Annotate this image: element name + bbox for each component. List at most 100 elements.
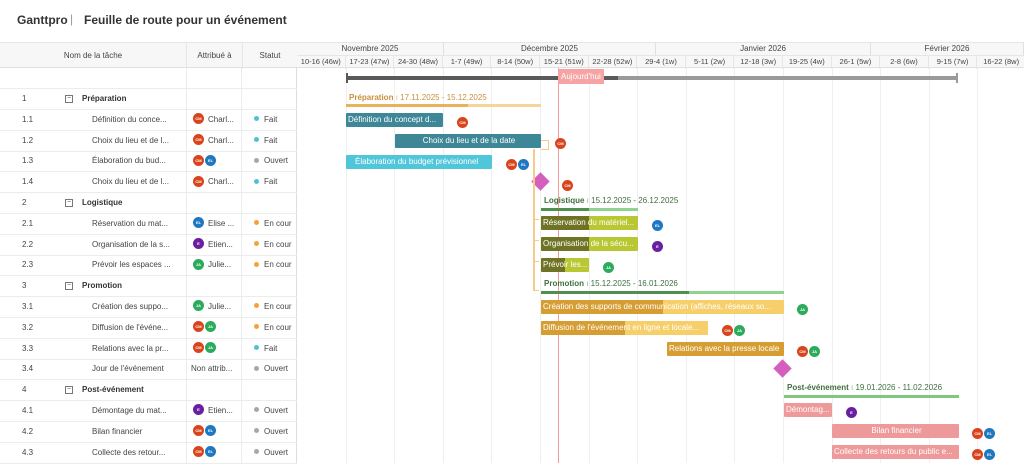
task-bar-3-1[interactable]: Création des supports de communication (… [541, 300, 784, 314]
group-label-post-evenement[interactable]: Post-événement ı 19.01.2026 - 11.02.2026 [787, 383, 943, 392]
title-bar: Ganttpro | Feuille de route pour un évén… [0, 0, 1024, 42]
task-row[interactable]: 3.4 Jour de l'événement Non attrib... Ouver… [0, 359, 297, 381]
task-name[interactable]: Collecte des retour... [92, 447, 166, 457]
task-bar-2-2[interactable]: Organisation de la sécu... [541, 237, 638, 251]
project-title[interactable]: Feuille de route pour un événement [84, 13, 287, 27]
task-name[interactable]: Création des suppo... [92, 302, 169, 311]
row-number: 4.1 [22, 406, 34, 415]
column-header-assigned[interactable]: Attribué à [186, 43, 242, 69]
task-bar-4-3[interactable]: Collecte des retours du public e... [832, 445, 959, 459]
column-header-task-name[interactable]: Nom de la tâche [63, 51, 123, 60]
task-name[interactable]: Choix du lieu et de l... [92, 177, 169, 187]
assigned-cell[interactable]: CM Charl... [186, 130, 242, 151]
status-cell[interactable]: Fait [242, 131, 297, 151]
status-cell[interactable]: Ouvert [242, 151, 297, 171]
task-bar-1-1[interactable]: Définition du concept d... [346, 113, 443, 127]
group-label-promotion[interactable]: Promotion ı 15.12.2025 - 16.01.2026 [544, 279, 678, 288]
milestone-3-4[interactable] [773, 359, 792, 378]
assigned-cell[interactable]: JA Julie... [186, 255, 242, 276]
task-name[interactable]: Prévoir les espaces ... [92, 260, 171, 270]
task-name[interactable]: Définition du conce... [92, 114, 167, 124]
task-row[interactable]: 2.3 Prévoir les espaces ... JA Julie... En c… [0, 255, 297, 277]
task-row[interactable]: 4.3 Collecte des retour... CM EL Ouvert [0, 442, 297, 464]
task-row[interactable]: 1.4 Choix du lieu et de l... CM Charl... Fai… [0, 172, 297, 194]
status-cell[interactable]: Fait [242, 172, 297, 192]
task-row[interactable]: 4.1 Démontage du mat... E Etien... Ouvert [0, 401, 297, 422]
task-row[interactable]: 1.3 Élaboration du bud... CM EL Ouvert [0, 151, 297, 173]
group-label-logistique[interactable]: Logistique ı 15.12.2025 - 26.12.2025 [544, 196, 679, 205]
task-name[interactable]: Relations avec la pr... [92, 343, 169, 353]
status-cell[interactable]: Ouvert [242, 422, 297, 442]
bar-assignees: EL [652, 218, 664, 236]
assigned-cell[interactable]: Non attrib... [186, 359, 242, 380]
assigned-cell[interactable]: E Etien... [186, 234, 242, 255]
group-row[interactable]: 4 − Post-événement [0, 380, 297, 402]
bar-assignees: CM EL [506, 157, 530, 175]
task-bar-2-3[interactable]: Prévoir les... [541, 258, 589, 272]
group-label-preparation[interactable]: Préparation ı 17.11.2025 - 15.12.2025 [349, 93, 487, 102]
assigned-cell[interactable]: CM Charl... [186, 172, 242, 193]
assigned-cell[interactable]: CM JA [186, 317, 242, 338]
task-row[interactable]: 2.2 Organisation de la s... E Etien... En co… [0, 234, 297, 256]
task-name[interactable]: Organisation de la s... [92, 239, 170, 249]
assigned-cell[interactable]: CM Charl... [186, 109, 242, 130]
avatar-el: EL [205, 445, 216, 457]
group-name[interactable]: Préparation [82, 94, 127, 103]
status-cell[interactable]: Fait [242, 110, 297, 130]
assigned-cell[interactable]: EL Elise ... [186, 213, 242, 234]
status-cell[interactable]: Ouvert [242, 443, 297, 463]
project-start-marker [346, 73, 348, 83]
assigned-cell[interactable]: E Etien... [186, 401, 242, 421]
collapse-toggle-icon[interactable]: − [65, 199, 73, 207]
task-name[interactable]: Élaboration du bud... [92, 156, 166, 166]
collapse-toggle-icon[interactable]: − [65, 95, 73, 103]
task-bar-3-3[interactable]: Relations avec la presse locale [667, 342, 784, 356]
task-row[interactable]: 2.1 Réservation du mat... EL Elise ... En co… [0, 213, 297, 235]
assigned-cell[interactable]: JA Julie... [186, 297, 242, 317]
assigned-cell[interactable]: CM EL [186, 421, 242, 442]
task-row[interactable]: 3.2 Diffusion de l'événe... CM JA En cour [0, 317, 297, 339]
task-name[interactable]: Réservation du mat... [92, 218, 169, 228]
title-separator: | [70, 12, 74, 26]
status-cell[interactable]: Ouvert [242, 359, 297, 379]
status-cell[interactable]: En cour [242, 255, 297, 275]
assigned-cell[interactable]: CM JA [186, 338, 242, 359]
assignee-name: Etien... [208, 406, 233, 415]
status-cell[interactable]: Fait [242, 339, 297, 359]
status-cell[interactable]: En cour [242, 297, 297, 317]
status-cell[interactable]: En cour [242, 214, 297, 234]
group-name[interactable]: Post-événement [82, 385, 144, 395]
task-row[interactable]: 3.3 Relations avec la pr... CM JA Fait [0, 338, 297, 360]
task-row[interactable]: 1.2 Choix du lieu et de l... CM Charl... Fai… [0, 130, 297, 152]
collapse-toggle-icon[interactable]: − [65, 282, 73, 291]
task-bar-4-1[interactable]: Démontag... [784, 403, 832, 417]
assigned-cell[interactable]: CM EL [186, 151, 242, 172]
task-name[interactable]: Bilan financier [92, 426, 143, 436]
group-name[interactable]: Promotion [82, 281, 122, 291]
collapse-toggle-icon[interactable]: − [65, 386, 73, 395]
group-row[interactable]: 3 − Promotion [0, 276, 297, 298]
group-row[interactable]: 2 − Logistique [0, 193, 297, 214]
task-bar-1-2[interactable]: Choix du lieu et de la date [395, 134, 541, 148]
avatar-cm: CM [797, 346, 808, 358]
group-name[interactable]: Logistique [82, 198, 123, 207]
task-bar-1-3[interactable]: Élaboration du budget prévisionnel [346, 155, 492, 169]
task-bar-2-1[interactable]: Réservation du matériel... [541, 216, 638, 230]
task-row[interactable]: 1.1 Définition du conce... CM Charl... Fait [0, 109, 297, 131]
brand-logo[interactable]: Ganttpro [17, 13, 68, 27]
task-name[interactable]: Démontage du mat... [92, 406, 167, 415]
task-name[interactable]: Diffusion de l'événe... [92, 322, 169, 332]
task-name[interactable]: Choix du lieu et de l... [92, 135, 169, 145]
task-row[interactable]: 3.1 Création des suppo... JA Julie... En cou… [0, 297, 297, 318]
task-bar-3-2[interactable]: Diffusion de l'événement en ligne et loc… [541, 321, 708, 335]
task-row[interactable]: 4.2 Bilan financier CM EL Ouvert [0, 421, 297, 443]
group-row[interactable]: 1 − Préparation [0, 89, 297, 110]
status-cell[interactable]: Ouvert [242, 401, 297, 421]
week-gridline [977, 68, 979, 463]
column-header-status[interactable]: Statut [242, 43, 297, 69]
status-cell[interactable]: En cour [242, 318, 297, 338]
status-cell[interactable]: En cour [242, 235, 297, 255]
task-bar-4-2[interactable]: Bilan financier [832, 424, 959, 438]
assigned-cell[interactable]: CM EL [186, 442, 242, 463]
task-name[interactable]: Jour de l'événement [92, 364, 164, 374]
